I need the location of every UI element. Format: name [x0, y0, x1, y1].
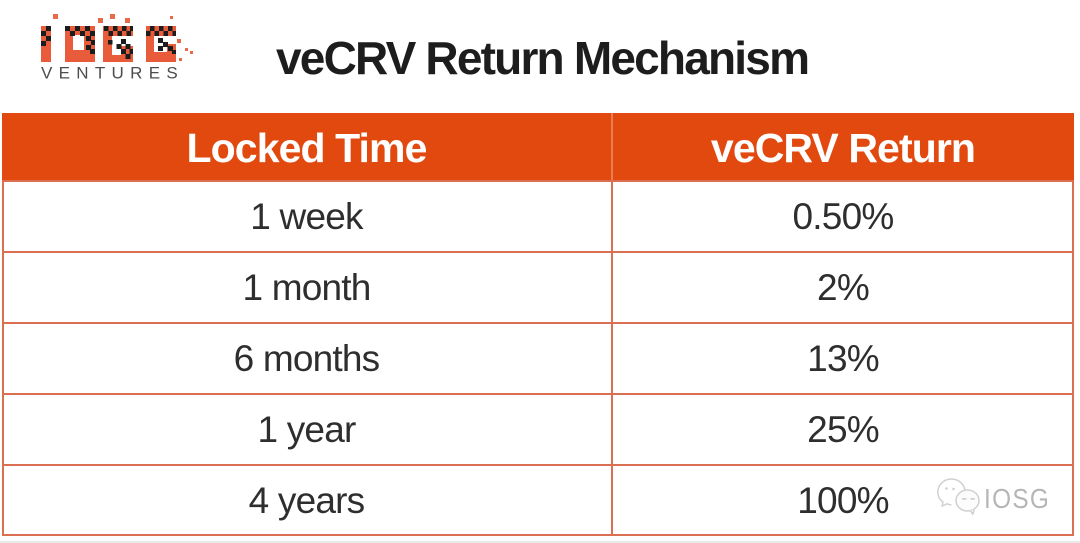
svg-text:VENTURES: VENTURES	[41, 64, 184, 83]
